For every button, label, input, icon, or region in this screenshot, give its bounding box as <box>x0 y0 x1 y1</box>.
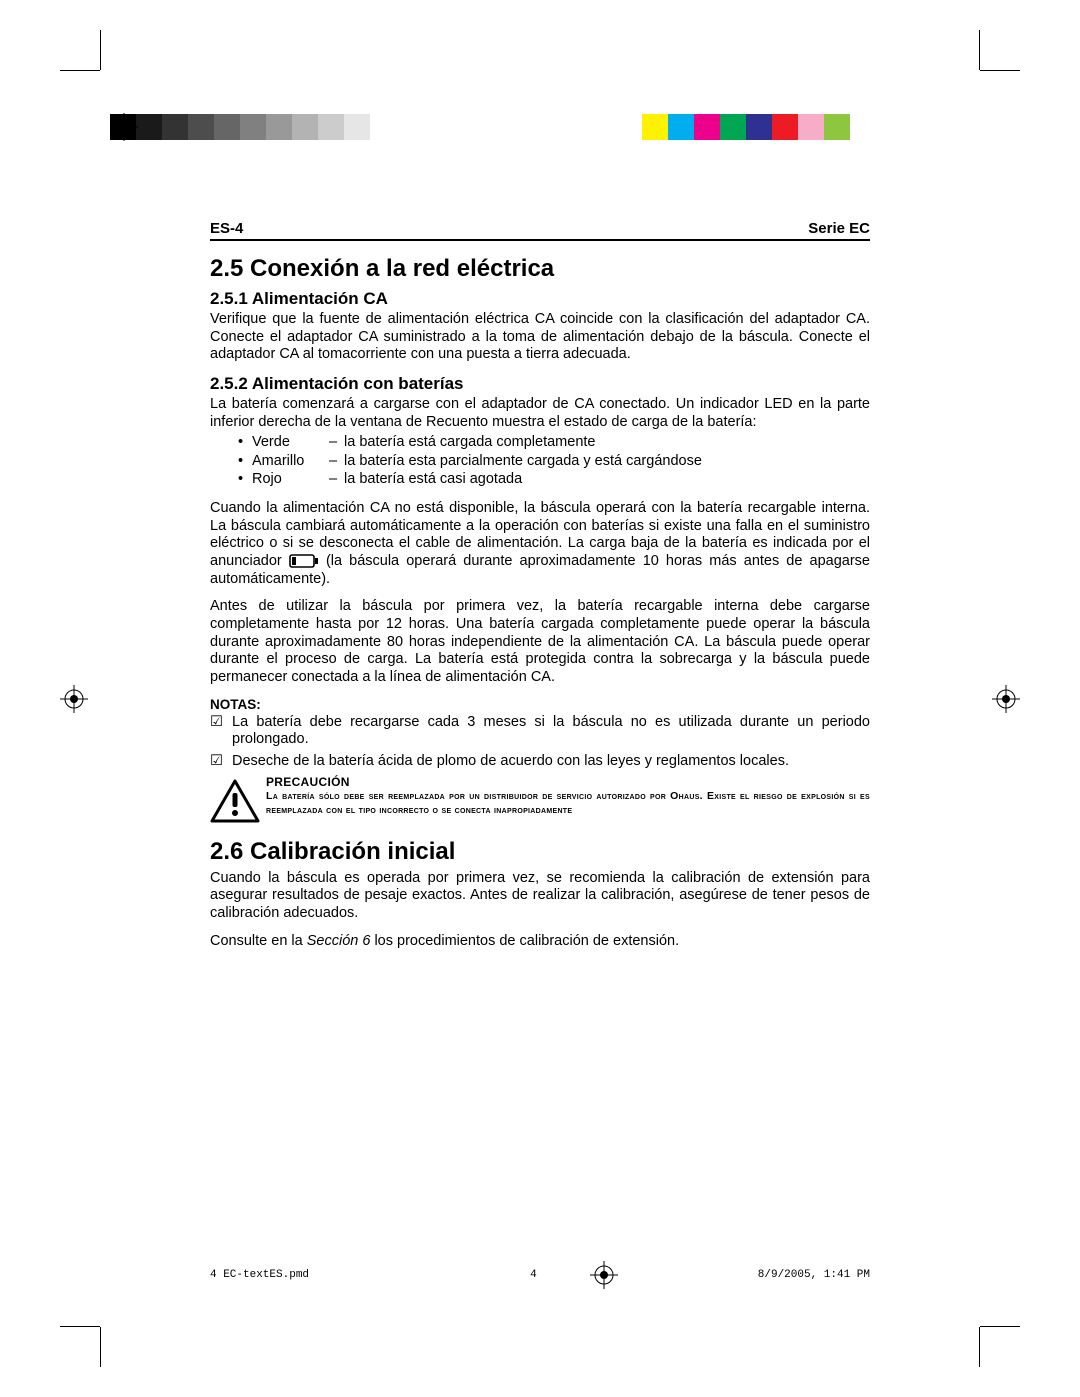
section-2-5-title: 2.5 Conexión a la red eléctrica <box>210 255 870 283</box>
gray-swatch <box>214 114 240 140</box>
section-2-5-1-title: 2.5.1 Alimentación CA <box>210 289 870 309</box>
print-footer: 4 EC-textES.pmd 4 8/9/2005, 1:41 PM <box>150 1269 930 1281</box>
section-2-6-title: 2.6 Calibración inicial <box>210 838 870 866</box>
running-head: ES-4 Serie EC <box>210 220 870 241</box>
warning-triangle-icon <box>210 775 266 828</box>
color-swatch <box>746 114 772 140</box>
battery-status-row: •Amarillo–la batería esta parcialmente c… <box>238 452 870 470</box>
caution-title: PRECAUCIÓN <box>266 775 870 789</box>
status-desc: la batería está cargada completamente <box>344 433 870 451</box>
registration-mark-icon <box>992 685 1020 713</box>
status-color: Rojo <box>252 470 322 488</box>
crop-mark <box>60 70 100 71</box>
section-2-5-2-p3: Antes de utilizar la báscula por primera… <box>210 598 870 686</box>
checkbox-icon: ☑ <box>210 753 232 771</box>
color-swatch <box>824 114 850 140</box>
notes-label: NOTAS: <box>210 697 870 712</box>
low-battery-icon <box>289 554 319 568</box>
crop-mark <box>60 1326 100 1327</box>
header-left: ES-4 <box>210 220 243 237</box>
color-swatch <box>772 114 798 140</box>
battery-status-row: •Rojo–la batería está casi agotada <box>238 470 870 488</box>
section-2-5-2-intro: La batería comenzará a cargarse con el a… <box>210 396 870 431</box>
gray-swatch <box>344 114 370 140</box>
color-swatch <box>694 114 720 140</box>
caution-body: La batería sólo debe ser reemplazada por… <box>266 789 870 817</box>
notes-list: ☑La batería debe recargarse cada 3 meses… <box>210 714 870 771</box>
gray-swatch <box>266 114 292 140</box>
section-2-6-p2: Consulte en la Sección 6 los procedimien… <box>210 933 870 951</box>
footer-page: 4 <box>530 1269 537 1281</box>
crop-mark <box>100 30 101 70</box>
registration-mark-icon <box>590 1261 618 1289</box>
color-swatch <box>720 114 746 140</box>
footer-datetime: 8/9/2005, 1:41 PM <box>758 1269 870 1281</box>
color-swatch <box>798 114 824 140</box>
gray-swatch <box>136 114 162 140</box>
checkbox-icon: ☑ <box>210 714 232 749</box>
crop-mark <box>979 30 980 70</box>
registration-mark-icon <box>60 685 88 713</box>
gray-swatch <box>162 114 188 140</box>
section-2-5-2-p2: Cuando la alimentación CA no está dispon… <box>210 500 870 588</box>
battery-status-row: •Verde–la batería está cargada completam… <box>238 433 870 451</box>
color-swatch <box>642 114 668 140</box>
footer-filename: 4 EC-textES.pmd <box>210 1269 309 1281</box>
status-color: Verde <box>252 433 322 451</box>
gray-swatch <box>292 114 318 140</box>
registration-mark-icon <box>110 113 138 141</box>
status-desc: la batería está casi agotada <box>344 470 870 488</box>
gray-swatch <box>318 114 344 140</box>
gray-swatch <box>240 114 266 140</box>
crop-mark <box>980 70 1020 71</box>
header-right: Serie EC <box>808 220 870 237</box>
status-desc: la batería esta parcialmente cargada y e… <box>344 452 870 470</box>
note-item: ☑La batería debe recargarse cada 3 meses… <box>210 714 870 749</box>
gray-swatch <box>188 114 214 140</box>
section-2-5-2-title: 2.5.2 Alimentación con baterías <box>210 374 870 394</box>
crop-mark <box>100 1327 101 1367</box>
battery-status-list: •Verde–la batería está cargada completam… <box>238 433 870 487</box>
section-2-5-1-body: Verifique que la fuente de alimentación … <box>210 311 870 364</box>
caution-block: PRECAUCIÓN La batería sólo debe ser reem… <box>210 775 870 828</box>
printer-color-strip <box>110 112 970 142</box>
crop-mark <box>979 1327 980 1367</box>
note-item: ☑Deseche de la batería ácida de plomo de… <box>210 753 870 771</box>
section-2-6-p1: Cuando la báscula es operada por primera… <box>210 870 870 923</box>
status-color: Amarillo <box>252 452 322 470</box>
color-swatch <box>668 114 694 140</box>
page-body: ES-4 Serie EC 2.5 Conexión a la red eléc… <box>150 200 930 1237</box>
crop-mark <box>980 1326 1020 1327</box>
